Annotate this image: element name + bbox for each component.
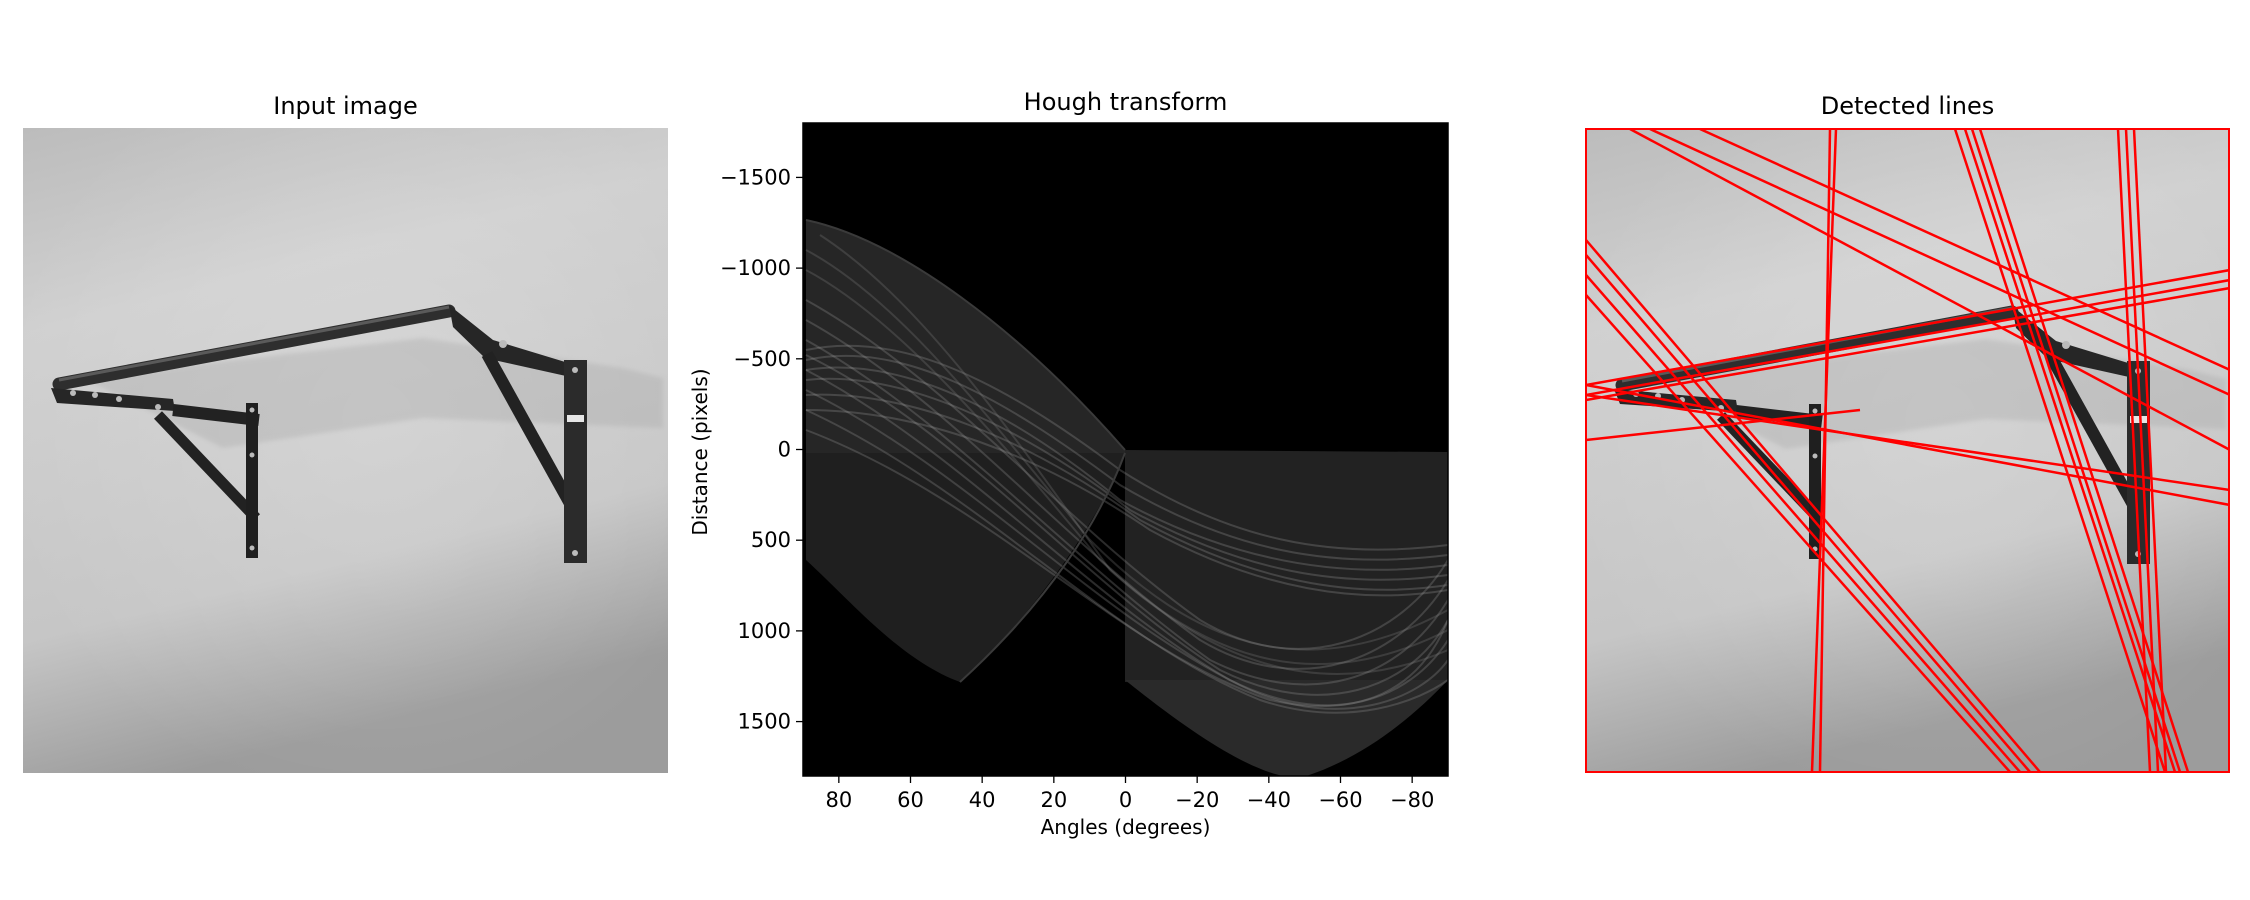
- detected-line: [1649, 129, 2229, 396]
- detected-line: [1953, 129, 2167, 772]
- hough-envelope-edge-top: [805, 219, 1126, 451]
- hough-x-tick-label: −40: [1247, 788, 1291, 812]
- detected-lines-overlay: [1586, 129, 2229, 772]
- detected-lines-frame: [1585, 128, 2230, 773]
- detected-line: [1629, 129, 2229, 451]
- hough-envelope-left: [806, 453, 1125, 682]
- hough-transform-title: Hough transform: [1023, 88, 1228, 116]
- hough-y-tick-label: 1500: [738, 710, 791, 734]
- detected-line: [1586, 278, 2229, 397]
- hough-ticks: 80 60 40 20 0 −20 −40 −60 −80 −1500 −1000 −500 0 500 1…: [720, 165, 1434, 812]
- detected-line: [2124, 129, 2160, 772]
- detected-line: [1586, 408, 1861, 442]
- detected-line: [2132, 129, 2168, 772]
- hough-envelope-bottom: [1125, 680, 1448, 776]
- detected-line: [1586, 294, 2011, 772]
- hough-x-tick-label: 40: [969, 788, 996, 812]
- detected-lines-title: Detected lines: [1820, 92, 1995, 120]
- hough-envelope-edge-bottom: [959, 452, 1126, 683]
- detected-line: [1818, 129, 1832, 772]
- hough-y-tick-label: 0: [778, 438, 791, 462]
- hough-x-tick-label: 20: [1040, 788, 1067, 812]
- hough-envelope-right: [1125, 450, 1448, 688]
- hough-x-tick-label: 60: [897, 788, 924, 812]
- detected-line: [2116, 129, 2152, 772]
- detected-line: [1586, 383, 2229, 507]
- hough-envelope-upper: [806, 220, 1125, 453]
- hough-transform-plot: 80 60 40 20 0 −20 −40 −60 −80 −1500 −1000 −500 0 500 1…: [720, 122, 1449, 812]
- hough-y-tick-label: 1000: [738, 619, 791, 643]
- detected-line: [1963, 129, 2177, 772]
- hough-x-tick-label: −80: [1390, 788, 1434, 812]
- hough-y-tick-label: −1000: [720, 256, 791, 280]
- hough-y-tick-label: −500: [733, 347, 791, 371]
- hough-x-axis-label: Angles (degrees): [1040, 815, 1211, 839]
- detected-line: [1586, 239, 2041, 772]
- input-image: [23, 128, 668, 773]
- hough-x-tick-label: −20: [1175, 788, 1219, 812]
- detected-line: [1586, 254, 2031, 772]
- detected-line: [1586, 393, 2229, 492]
- hough-x-tick-label: −60: [1318, 788, 1362, 812]
- hough-y-tick-label: −1500: [720, 165, 791, 189]
- hough-x-tick-label: 0: [1119, 788, 1132, 812]
- detected-line: [1699, 129, 2229, 371]
- hough-x-tick-label: 80: [825, 788, 852, 812]
- hough-y-tick-label: 500: [751, 528, 791, 552]
- input-image-title: Input image: [273, 92, 418, 120]
- detected-line: [1586, 274, 2021, 772]
